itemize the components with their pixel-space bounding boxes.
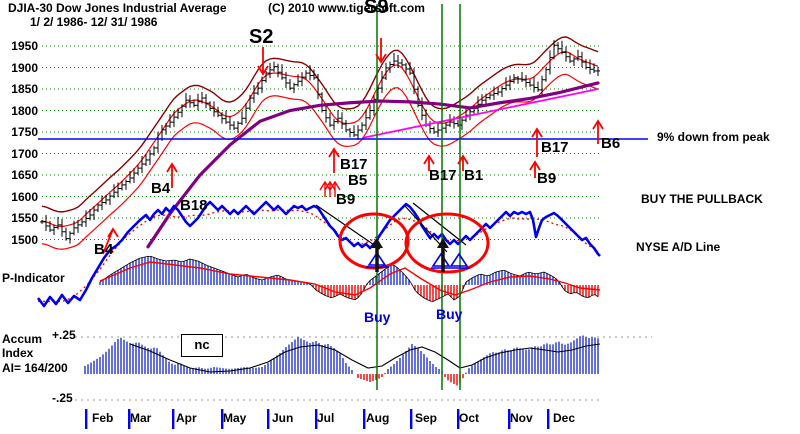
month-separator-tick <box>128 409 131 429</box>
month-separator-tick <box>508 409 511 429</box>
arrow-head-up <box>531 127 543 138</box>
panel-label-ai-value: AI= 164/200 <box>2 361 68 375</box>
x-axis-month-May: May <box>223 411 247 425</box>
month-separator-tick <box>315 409 318 429</box>
y-axis-tick-1900: 1900 <box>11 60 38 75</box>
arrow-head-down <box>375 53 387 64</box>
y-axis-tick-1700: 1700 <box>11 146 38 161</box>
x-axis-month-Mar: Mar <box>130 411 152 425</box>
signal-label-B9: B9 <box>336 191 356 208</box>
signal-label-B17: B17 <box>340 156 368 173</box>
month-separator-tick <box>85 409 88 429</box>
ad-trendline-black <box>412 202 467 246</box>
annotation-buy-pullback: BUY THE PULLBACK <box>641 192 763 206</box>
month-separator-tick <box>363 409 366 429</box>
month-separator-tick <box>221 409 224 429</box>
panel-label-p-indicator: P-Indicator <box>2 271 65 285</box>
band-mid-red <box>41 50 599 228</box>
annotation-9pct-down: 9% down from peak <box>657 130 770 144</box>
signal-label-B4: B4 <box>151 180 171 197</box>
y-axis-tick-1650: 1650 <box>11 168 38 182</box>
signal-label-B1: B1 <box>464 167 484 184</box>
y-axis-tick-1500: 1500 <box>11 232 38 247</box>
highlight-ellipse <box>404 212 490 274</box>
x-axis-month-Jun: Jun <box>272 411 294 425</box>
buy-label-2: Buy <box>436 306 463 322</box>
chart-title: DJIA-30 Dow Jones Industrial Average <box>8 1 227 15</box>
nc-indicator-box: nc <box>181 334 223 357</box>
band-lower-red <box>41 73 599 250</box>
x-axis-month-Nov: Nov <box>510 411 533 425</box>
annotation-nyse-ad-line: NYSE A/D Line <box>636 240 721 254</box>
x-axis-month-Oct: Oct <box>459 411 480 425</box>
arrow-head-up <box>592 119 604 130</box>
accum-upper-scale-label: +.25 <box>52 328 76 342</box>
x-axis-month-Aug: Aug <box>366 411 390 425</box>
accum-lower-scale-label: -.25 <box>52 391 73 405</box>
x-axis-month-Jul: Jul <box>317 411 335 425</box>
panel-label-index: Index <box>2 346 34 360</box>
signal-label-S2: S2 <box>249 26 274 48</box>
month-separator-tick <box>267 409 270 429</box>
y-axis-tick-1800: 1800 <box>11 103 38 118</box>
month-separator-tick <box>172 409 175 429</box>
x-axis-month-Sep: Sep <box>415 411 438 425</box>
accum-black-ma-line <box>129 343 601 373</box>
buy-arrow-head <box>437 238 449 248</box>
buy-triangle <box>449 252 469 267</box>
signal-label-B17-2: B17 <box>429 167 457 184</box>
y-axis-tick-1550: 1550 <box>11 211 38 225</box>
signal-label-B6: B6 <box>601 135 621 152</box>
x-axis-month-Apr: Apr <box>176 411 197 425</box>
p-indicator-red-line <box>99 261 601 296</box>
arrow-head-up <box>529 160 541 171</box>
ad-trendline-black <box>315 204 381 250</box>
signal-label-S9: S9 <box>364 0 389 18</box>
signal-label-B9-2: B9 <box>537 170 557 187</box>
arrow-head-up <box>166 162 178 173</box>
p-indicator-envelope <box>99 255 599 302</box>
arrow-head-up <box>329 180 341 191</box>
nc-label: nc <box>194 337 210 352</box>
ma200-purple-line <box>146 81 600 249</box>
month-separator-tick <box>547 409 550 429</box>
arrow-head-up <box>324 180 336 191</box>
ad-line-red-dotted-ma <box>37 208 599 303</box>
signal-label-B5: B5 <box>348 172 368 189</box>
signal-label-B17-3: B17 <box>541 139 569 156</box>
y-axis-tick-1750: 1750 <box>11 125 38 139</box>
arrow-head-down <box>257 65 269 76</box>
magenta-trendline <box>361 88 599 139</box>
y-axis-tick-1850: 1850 <box>11 82 38 96</box>
signal-label-B18: B18 <box>180 197 208 214</box>
y-axis-tick-1600: 1600 <box>11 189 38 204</box>
y-axis-tick-1950: 1950 <box>11 39 38 53</box>
buy-arrow-head <box>371 238 383 248</box>
buy-triangle <box>431 252 451 267</box>
band-upper-darkred <box>41 36 599 213</box>
month-separator-tick <box>410 409 413 429</box>
arrow-head-up <box>319 180 331 191</box>
x-axis-month-Feb: Feb <box>92 411 114 425</box>
arrow-head-up <box>328 147 340 158</box>
arrow-head-up <box>457 154 469 165</box>
signal-label-B4-2: B4 <box>94 241 114 258</box>
highlight-ellipse <box>338 212 410 270</box>
arrow-head-up <box>107 227 119 238</box>
panel-label-accum: Accum <box>2 332 43 346</box>
buy-label-1: Buy <box>364 309 391 325</box>
month-separator-tick <box>457 409 460 429</box>
arrow-head-up <box>423 154 435 165</box>
chart-date-range: 1/ 2/ 1986- 12/ 31/ 1986 <box>30 15 158 29</box>
copyright-text: (C) 2010 www.tigersoft.com <box>268 1 425 15</box>
x-axis-month-Dec: Dec <box>553 411 576 425</box>
